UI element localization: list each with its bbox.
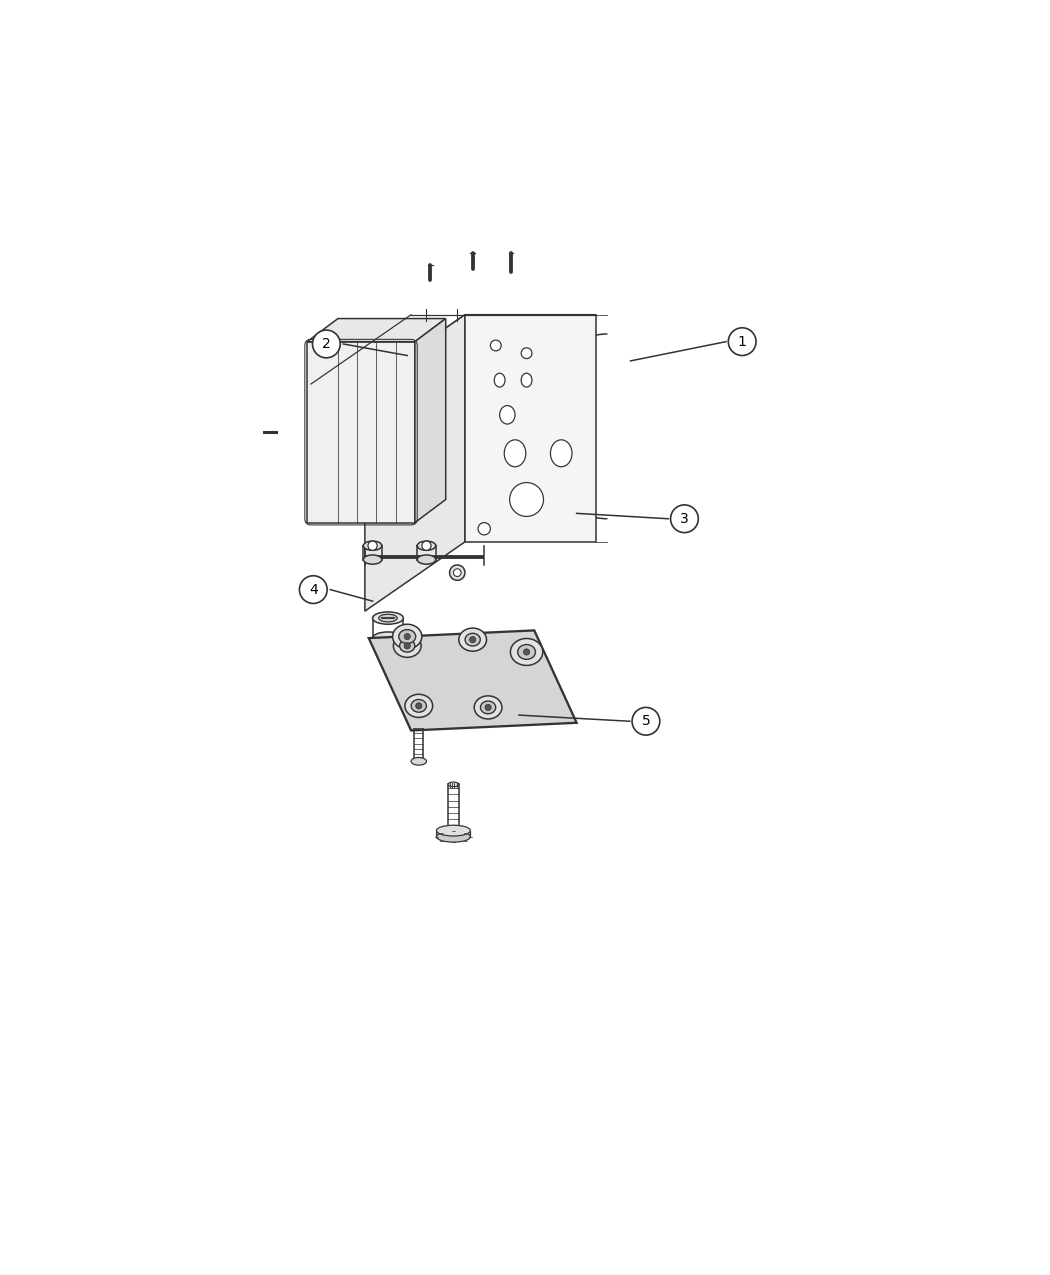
Ellipse shape	[379, 615, 397, 622]
Text: 1: 1	[738, 334, 747, 348]
Ellipse shape	[405, 695, 433, 718]
Ellipse shape	[550, 440, 572, 467]
Polygon shape	[465, 315, 596, 542]
Circle shape	[404, 634, 411, 640]
Polygon shape	[369, 630, 576, 731]
Ellipse shape	[399, 630, 416, 644]
Circle shape	[313, 330, 340, 358]
Polygon shape	[307, 342, 415, 523]
Text: 3: 3	[680, 511, 689, 525]
Circle shape	[416, 703, 422, 709]
Ellipse shape	[495, 374, 505, 388]
Ellipse shape	[412, 757, 426, 765]
Circle shape	[509, 482, 544, 516]
Ellipse shape	[437, 831, 470, 843]
Ellipse shape	[437, 825, 470, 836]
Circle shape	[469, 636, 476, 643]
Circle shape	[422, 541, 432, 551]
Circle shape	[478, 523, 490, 536]
Ellipse shape	[481, 701, 496, 714]
Circle shape	[404, 643, 411, 649]
Circle shape	[485, 704, 491, 710]
Polygon shape	[307, 319, 446, 342]
Ellipse shape	[518, 645, 536, 659]
Ellipse shape	[475, 696, 502, 719]
Ellipse shape	[373, 632, 403, 644]
Ellipse shape	[363, 541, 382, 551]
Ellipse shape	[363, 555, 382, 564]
Ellipse shape	[500, 405, 514, 425]
Ellipse shape	[504, 440, 526, 467]
Circle shape	[449, 565, 465, 580]
Text: 5: 5	[642, 714, 650, 728]
Ellipse shape	[448, 782, 459, 787]
Ellipse shape	[393, 625, 422, 649]
Text: 4: 4	[309, 583, 318, 597]
Ellipse shape	[412, 700, 426, 713]
Circle shape	[729, 328, 756, 356]
Circle shape	[632, 708, 659, 736]
Ellipse shape	[400, 640, 415, 652]
Circle shape	[521, 348, 532, 358]
Ellipse shape	[373, 612, 403, 625]
Polygon shape	[365, 315, 465, 611]
Ellipse shape	[417, 541, 436, 551]
Ellipse shape	[459, 629, 486, 652]
Polygon shape	[365, 315, 596, 384]
Circle shape	[299, 576, 328, 603]
Ellipse shape	[510, 639, 543, 666]
Ellipse shape	[417, 555, 436, 564]
Circle shape	[368, 541, 377, 551]
Circle shape	[671, 505, 698, 533]
Ellipse shape	[394, 634, 421, 658]
Text: 2: 2	[322, 337, 331, 351]
Ellipse shape	[521, 374, 532, 388]
Ellipse shape	[465, 634, 480, 646]
Polygon shape	[437, 830, 470, 836]
Polygon shape	[415, 319, 446, 523]
Circle shape	[490, 340, 501, 351]
Circle shape	[454, 569, 461, 576]
Circle shape	[524, 649, 529, 655]
